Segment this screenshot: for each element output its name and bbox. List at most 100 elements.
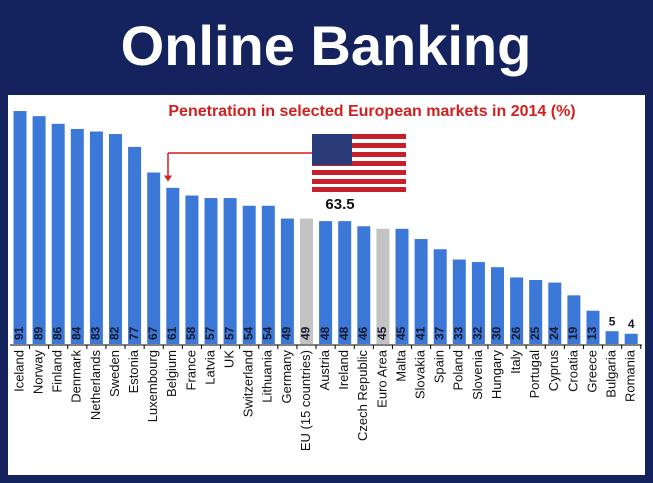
x-tick-label: Italy [508,350,523,374]
bar [586,310,600,344]
data-label: 86 [50,326,64,340]
annotation-arrowhead [164,175,172,182]
data-label: 19 [566,326,580,340]
x-tick-label: Greece [584,350,599,393]
data-label: 83 [89,326,103,340]
x-tick-label: Czech Republic [355,350,370,442]
data-label: 37 [432,326,446,340]
data-label: 77 [127,326,141,340]
bar [32,116,46,344]
bar [319,221,333,344]
bar [89,131,103,344]
x-tick-label: Germany [279,350,294,404]
bar [109,134,122,344]
data-label: 57 [222,326,236,340]
x-tick-label: Latvia [202,349,217,384]
bar [452,259,466,344]
x-tick-label: Norway [31,350,46,395]
bar [300,218,313,344]
data-label: 4 [628,317,635,331]
bar [223,198,237,344]
x-tick-label: Croatia [565,349,580,392]
chart-subtitle: Penetration in selected European markets… [168,103,575,120]
bar [624,333,638,344]
bar [605,331,619,344]
bar [166,187,180,344]
data-label: 48 [337,326,351,340]
data-label: 49 [280,326,294,340]
data-label: 67 [146,326,160,340]
data-label: 32 [471,326,485,340]
data-label: 30 [490,326,504,340]
bar [567,295,581,344]
data-label: 41 [413,326,427,340]
data-label: 89 [31,326,45,340]
x-tick-label: Belgium [164,350,179,397]
x-tick-label: France [183,350,198,390]
annotation-label: 63.5 [325,196,354,213]
data-label: 82 [108,326,122,340]
bar [13,111,27,344]
x-tick-label: UK [222,350,237,368]
data-label: 48 [318,326,332,340]
data-label: 45 [375,326,389,340]
bar [147,172,161,344]
bar [204,198,218,344]
bar [185,195,199,344]
bar [491,267,504,344]
bar [70,128,84,344]
x-tick-label: Spain [432,350,447,383]
x-tick-label: Iceland [11,350,26,392]
x-tick-label: Netherlands [88,350,103,421]
bar [357,226,371,344]
bar [51,123,65,344]
x-tick-label: Switzerland [241,350,256,417]
x-tick-label: EU (15 countries) [298,350,313,451]
x-tick-label: Luxembourg [145,350,160,422]
x-tick-label: Hungary [489,350,504,400]
data-label: 13 [585,326,599,340]
us-flag [312,134,406,192]
data-label: 57 [203,326,217,340]
x-tick-label: Ireland [336,350,351,390]
data-label: 84 [69,326,83,340]
bar [280,218,294,344]
data-label: 5 [609,314,616,328]
bar [433,249,447,344]
bar [261,205,275,344]
x-tick-label: Romania [623,349,638,402]
x-tick-label: Austria [317,349,332,390]
x-tick-label: Sweden [107,350,122,397]
bar [414,239,428,344]
data-label: 24 [547,326,561,340]
x-tick-label: Finland [50,350,65,393]
data-label: 54 [260,326,274,340]
bar [376,228,390,344]
x-tick-label: Cyprus [546,350,561,392]
data-label: 46 [356,326,370,340]
bar [242,205,256,344]
x-tick-label: Poland [451,350,466,390]
x-tick-label: Malta [393,349,408,382]
bar [395,228,409,344]
x-tick-label: Denmark [69,350,84,403]
data-label: 33 [451,326,465,340]
data-label: 58 [184,326,198,340]
data-label: 25 [528,326,542,340]
data-label: 91 [12,326,26,340]
data-label: 49 [299,326,313,340]
bar [529,280,543,344]
x-tick-label: Estonia [126,349,141,393]
bar [128,146,142,344]
x-tick-label: Slovakia [413,349,428,399]
page-title: Online Banking [121,14,532,77]
bar [338,221,352,344]
data-label: 45 [394,326,408,340]
x-tick-label: Slovenia [470,349,485,400]
x-tick-label: Portugal [527,350,542,399]
data-label: 61 [165,326,179,340]
data-label: 54 [241,326,255,340]
data-label: 26 [509,326,523,340]
